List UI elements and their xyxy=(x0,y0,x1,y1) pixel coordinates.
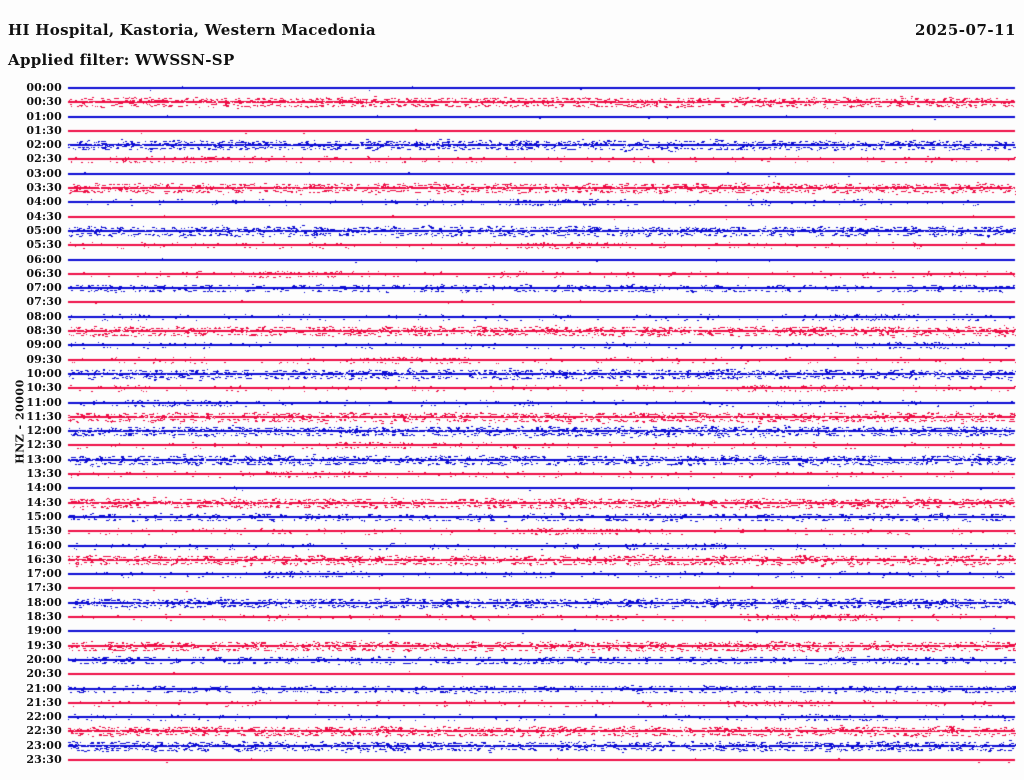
row-time-label: 13:00 xyxy=(26,452,62,466)
record-date: 2025-07-11 xyxy=(915,21,1016,39)
station-title: HI Hospital, Kastoria, Western Macedonia xyxy=(8,21,376,39)
row-time-label: 23:30 xyxy=(26,753,62,766)
row-time-label: 14:30 xyxy=(26,495,62,509)
row-time-label: 13:30 xyxy=(26,467,62,481)
row-time-label: 19:30 xyxy=(26,638,62,652)
row-time-label: 11:00 xyxy=(26,395,62,409)
row-time-label: 20:30 xyxy=(26,667,62,681)
row-time-label: 16:00 xyxy=(26,538,62,552)
row-time-label: 20:00 xyxy=(26,652,62,666)
row-time-label: 11:30 xyxy=(26,409,62,423)
row-time-label: 10:00 xyxy=(26,366,62,380)
row-time-label: 00:30 xyxy=(26,95,62,109)
row-time-label: 16:30 xyxy=(26,552,62,566)
row-time-label: 21:00 xyxy=(26,681,62,695)
row-time-label: 02:30 xyxy=(26,152,62,166)
row-time-label: 18:30 xyxy=(26,610,62,624)
row-time-label: 21:30 xyxy=(26,695,62,709)
applied-filter-label: Applied filter: WWSSN-SP xyxy=(8,51,235,69)
row-time-label: 19:00 xyxy=(26,624,62,638)
row-time-label: 15:00 xyxy=(26,509,62,523)
row-time-label: 06:00 xyxy=(26,252,62,266)
row-time-label: 23:00 xyxy=(26,738,62,752)
row-time-label: 09:30 xyxy=(26,352,62,366)
row-time-label: 07:00 xyxy=(26,281,62,295)
row-time-label: 22:30 xyxy=(26,724,62,738)
row-time-label: 09:00 xyxy=(26,338,62,352)
row-time-label: 17:00 xyxy=(26,567,62,581)
row-time-label: 12:00 xyxy=(26,424,62,438)
row-time-label: 08:30 xyxy=(26,324,62,338)
row-time-label: 05:00 xyxy=(26,223,62,237)
row-time-label: 12:30 xyxy=(26,438,62,452)
row-time-label: 04:00 xyxy=(26,195,62,209)
row-time-label: 15:30 xyxy=(26,524,62,538)
row-time-label: 05:30 xyxy=(26,238,62,252)
row-time-label: 22:00 xyxy=(26,710,62,724)
row-time-label: 14:00 xyxy=(26,481,62,495)
row-time-label: 06:30 xyxy=(26,266,62,280)
row-time-label: 01:00 xyxy=(26,109,62,123)
row-time-label: 00:00 xyxy=(26,81,62,94)
row-time-label: 04:30 xyxy=(26,209,62,223)
row-time-label: 01:30 xyxy=(26,123,62,137)
row-time-label: 17:30 xyxy=(26,581,62,595)
row-time-label: 03:30 xyxy=(26,181,62,195)
row-time-label: 03:00 xyxy=(26,166,62,180)
row-time-label: 18:00 xyxy=(26,595,62,609)
row-time-label: 08:00 xyxy=(26,309,62,323)
row-time-label: 07:30 xyxy=(26,295,62,309)
time-axis-labels: 00:00 00:30 01:00 01:30 02:00 02:30 03:00 03:30… xyxy=(0,0,62,780)
helicorder-traces xyxy=(66,82,1016,774)
row-time-label: 10:30 xyxy=(26,381,62,395)
row-time-label: 02:00 xyxy=(26,138,62,152)
